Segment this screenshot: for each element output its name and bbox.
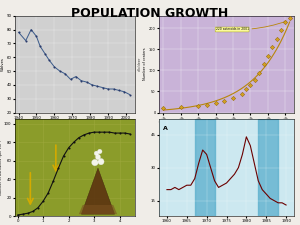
Ellipse shape xyxy=(95,154,101,160)
Point xyxy=(222,99,227,103)
Polygon shape xyxy=(81,168,115,214)
Y-axis label: Number of craters: Number of craters xyxy=(143,48,147,81)
Point xyxy=(270,45,274,49)
Point xyxy=(287,16,292,20)
Text: elk/deer: elk/deer xyxy=(137,57,141,71)
Point xyxy=(161,106,166,110)
Ellipse shape xyxy=(92,159,98,166)
Y-axis label: Wolves: Wolves xyxy=(1,57,5,71)
Point xyxy=(231,96,236,100)
Ellipse shape xyxy=(98,158,104,165)
Ellipse shape xyxy=(94,151,99,156)
Y-axis label: Number of barnacles (per cm²): Number of barnacles (per cm²) xyxy=(0,140,3,195)
Point xyxy=(213,101,218,105)
Point xyxy=(244,88,248,91)
Point xyxy=(239,92,244,95)
Point xyxy=(252,78,257,81)
Point xyxy=(283,20,288,24)
Bar xyxy=(258,119,278,216)
Point xyxy=(266,54,270,58)
Point xyxy=(274,37,279,41)
Text: 220 asteroids in 2001: 220 asteroids in 2001 xyxy=(216,21,286,32)
Point xyxy=(257,71,262,74)
Point xyxy=(278,29,283,32)
Point xyxy=(261,62,266,66)
Point xyxy=(205,103,209,107)
Point xyxy=(196,104,201,108)
Polygon shape xyxy=(79,205,117,214)
Point xyxy=(248,83,253,87)
Ellipse shape xyxy=(98,149,102,154)
Text: A: A xyxy=(163,126,168,131)
Text: POPULATION GROWTH: POPULATION GROWTH xyxy=(71,7,229,20)
Point xyxy=(178,106,183,109)
Bar xyxy=(195,119,214,216)
